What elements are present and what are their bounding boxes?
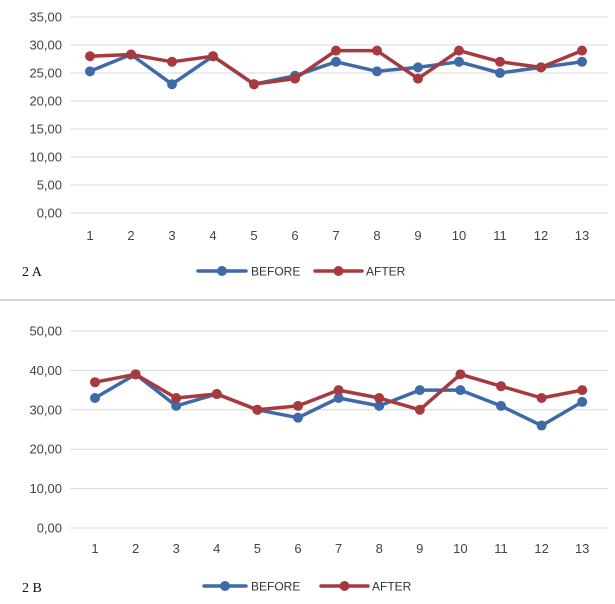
legend-label-before: BEFORE	[251, 580, 300, 594]
data-point-after	[331, 45, 341, 56]
data-point-before	[374, 400, 385, 411]
y-tick-label: 30,00	[29, 38, 62, 53]
data-point-after	[496, 381, 506, 392]
y-tick-label: 50,00	[29, 324, 62, 339]
x-tick-label: 4	[213, 541, 220, 556]
x-tick-label: 3	[168, 228, 175, 243]
panel-label: 2 B	[22, 581, 42, 596]
data-point-before	[536, 420, 547, 431]
data-point-before	[496, 400, 506, 411]
y-tick-label: 20,00	[29, 94, 62, 109]
y-tick-label: 30,00	[29, 402, 62, 417]
x-tick-label: 10	[453, 541, 467, 556]
x-tick-label: 11	[494, 541, 508, 556]
data-point-after	[126, 49, 136, 60]
x-tick-label: 13	[575, 228, 589, 243]
x-tick-label: 6	[291, 228, 298, 243]
x-tick-label: 1	[86, 228, 93, 243]
data-point-before	[577, 56, 587, 67]
x-tick-label: 10	[452, 228, 466, 243]
data-point-after	[130, 369, 141, 380]
data-point-after	[293, 400, 303, 411]
data-point-after	[249, 79, 259, 90]
data-point-before	[454, 56, 464, 67]
x-tick-label: 9	[416, 541, 423, 556]
data-point-before	[293, 412, 303, 423]
legend-marker-before	[217, 266, 227, 276]
y-tick-label: 25,00	[29, 66, 62, 81]
x-tick-label: 9	[414, 228, 421, 243]
data-point-after	[495, 56, 505, 67]
x-tick-label: 7	[335, 541, 342, 556]
x-tick-label: 13	[575, 541, 589, 556]
y-tick-label: 15,00	[29, 122, 62, 137]
data-point-before	[495, 68, 505, 78]
data-point-before	[577, 396, 588, 407]
x-tick-label: 3	[173, 541, 180, 556]
data-point-after	[374, 392, 385, 403]
data-point-after	[455, 369, 466, 380]
y-tick-label: 40,00	[29, 363, 62, 378]
data-point-after	[577, 45, 587, 56]
data-point-after	[536, 62, 546, 73]
legend-marker-after	[339, 581, 350, 591]
data-point-after	[211, 389, 222, 400]
data-point-after	[454, 45, 464, 56]
x-tick-label: 2	[127, 228, 134, 243]
legend-label-before: BEFORE	[251, 265, 300, 279]
data-point-before	[414, 385, 425, 396]
y-tick-label: 10,00	[29, 150, 62, 165]
data-point-before	[85, 66, 95, 77]
data-point-after	[167, 56, 177, 67]
x-tick-label: 2	[132, 541, 139, 556]
legend-label-after: AFTER	[372, 580, 412, 594]
data-point-after	[536, 392, 547, 403]
x-tick-label: 7	[332, 228, 339, 243]
data-point-before	[90, 392, 100, 403]
y-tick-label: 5,00	[37, 178, 62, 193]
x-tick-label: 12	[534, 541, 548, 556]
x-tick-label: 4	[209, 228, 216, 243]
data-point-before	[171, 400, 182, 411]
x-tick-label: 12	[534, 228, 548, 243]
data-point-after	[85, 51, 95, 62]
data-point-after	[290, 73, 300, 84]
x-tick-label: 6	[294, 541, 301, 556]
data-point-after	[413, 73, 423, 84]
panel-label: 2 A	[22, 265, 43, 280]
y-tick-label: 0,00	[37, 206, 62, 221]
x-tick-label: 11	[493, 228, 507, 243]
data-point-after	[90, 377, 100, 388]
x-tick-label: 8	[376, 541, 383, 556]
data-point-after	[414, 404, 425, 415]
data-point-before	[372, 66, 382, 77]
data-point-after	[577, 385, 588, 396]
data-point-after	[252, 404, 263, 415]
legend-marker-before	[220, 581, 230, 591]
y-tick-label: 0,00	[37, 521, 62, 536]
legend-marker-after	[333, 266, 344, 276]
data-point-after	[208, 51, 218, 62]
y-tick-label: 35,00	[29, 10, 62, 25]
data-point-after	[333, 385, 344, 396]
data-point-before	[413, 62, 423, 73]
y-tick-label: 20,00	[29, 442, 62, 457]
x-tick-label: 5	[250, 228, 257, 243]
legend-label-after: AFTER	[366, 265, 406, 279]
x-tick-label: 1	[91, 541, 98, 556]
y-tick-label: 10,00	[29, 481, 62, 496]
x-tick-label: 8	[373, 228, 380, 243]
x-tick-label: 5	[254, 541, 261, 556]
data-point-after	[372, 45, 382, 56]
data-point-after	[171, 392, 182, 403]
data-point-before	[333, 392, 344, 403]
data-point-before	[455, 385, 466, 396]
data-point-before	[331, 56, 341, 67]
data-point-before	[167, 79, 177, 90]
